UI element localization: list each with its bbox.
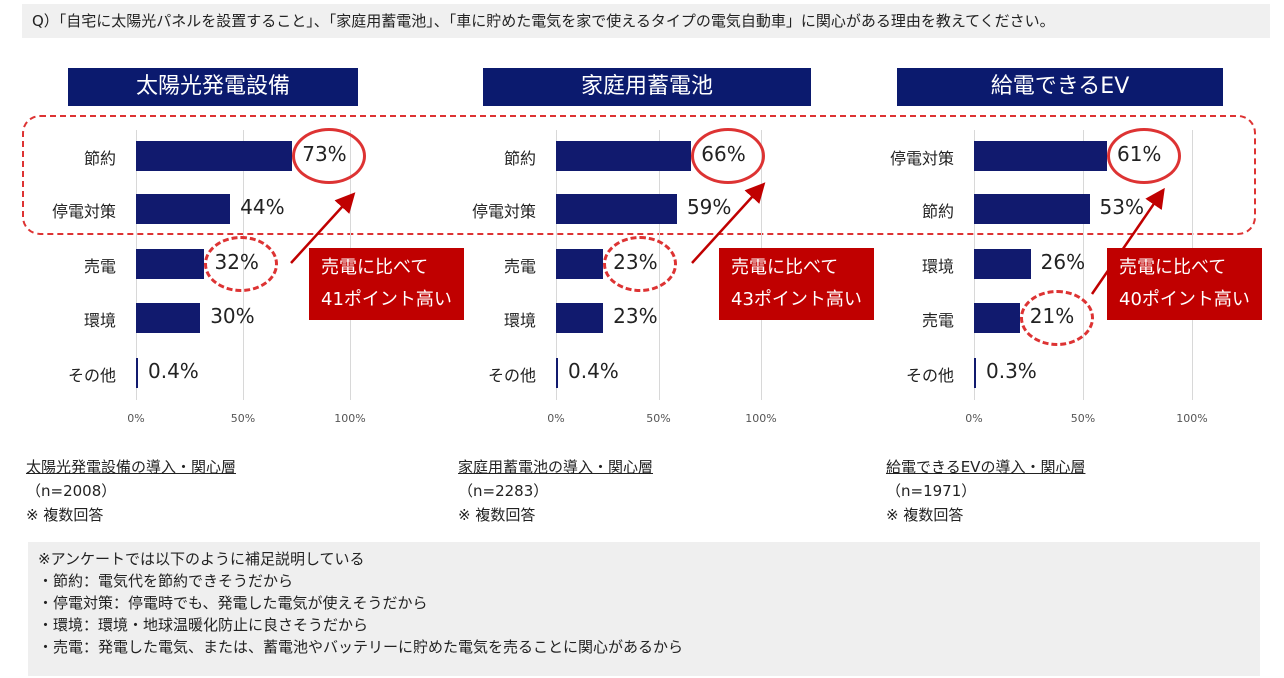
sample-note-2: 給電できるEVの導入・関心層 （n=1971） ※ 複数回答 — [886, 455, 1085, 527]
category-label: 停電対策 — [471, 202, 536, 221]
sell-value-circle — [603, 236, 678, 292]
callout-line: 売電に比べて — [731, 257, 839, 278]
chart-panel-2: 給電できるEV 0% 50% 100% 停電対策 61% 節約 53% 環境 26% 売電 21% その… — [862, 68, 1262, 468]
callout-arrow — [1090, 187, 1165, 295]
category-label: 節約 — [503, 149, 536, 168]
category-label: 売電 — [83, 257, 116, 276]
bar-0 — [974, 141, 1107, 171]
callout-box: 売電に比べて 40ポイント高い — [1107, 248, 1262, 320]
category-label: 売電 — [921, 311, 954, 330]
category-label: 売電 — [503, 257, 536, 276]
footnote-line-0: ※アンケートでは以下のように補足説明している — [38, 550, 365, 568]
chart-title: 太陽光発電設備 — [68, 68, 358, 106]
sample-note-1: 家庭用蓄電池の導入・関心層 （n=2283） ※ 複数回答 — [458, 455, 653, 527]
bar-1 — [136, 194, 231, 224]
category-label: その他 — [487, 366, 536, 385]
top-value-circle — [691, 128, 766, 184]
footnote-line-2: ・停電対策：停電時でも、発電した電気が使えそうだから — [38, 594, 428, 612]
value-label: 0.3% — [986, 359, 1037, 383]
x-tick-label: 100% — [334, 412, 366, 425]
callout-line: 売電に比べて — [1119, 257, 1227, 278]
bar-3 — [136, 303, 201, 333]
bar-0 — [556, 141, 692, 171]
respondent-layer: 家庭用蓄電池の導入・関心層 — [458, 458, 654, 476]
top-value-circle — [1106, 128, 1181, 184]
callout-line: 売電に比べて — [321, 257, 429, 278]
multiple-answer-note: ※ 複数回答 — [26, 506, 104, 524]
category-label: 節約 — [921, 202, 954, 221]
bar-0 — [136, 141, 293, 171]
respondent-layer: 給電できるEVの導入・関心層 — [886, 458, 1086, 476]
value-label: 44% — [240, 195, 285, 219]
value-label: 26% — [1040, 250, 1086, 274]
sample-size: （n=1971） — [886, 482, 977, 500]
bar-2 — [556, 249, 604, 279]
sell-value-circle — [1019, 290, 1094, 346]
x-tick-label: 0% — [965, 412, 983, 425]
bar-1 — [556, 194, 677, 224]
sample-size: （n=2283） — [458, 482, 549, 500]
value-label: 23% — [613, 304, 658, 328]
callout-arrow — [691, 182, 766, 264]
footnote-line-3: ・環境：環境・地球温暖化防止に良さそうだから — [38, 616, 369, 634]
multiple-answer-note: ※ 複数回答 — [886, 506, 964, 524]
respondent-layer: 太陽光発電設備の導入・関心層 — [26, 458, 237, 476]
value-label: 0.4% — [568, 359, 619, 383]
category-label: 環境 — [503, 311, 536, 330]
category-label: 節約 — [83, 149, 116, 168]
callout-line: 40ポイント高い — [1119, 289, 1250, 310]
chart-panel-0: 太陽光発電設備 0% 50% 100% 節約 73% 停電対策 44% 売電 32% 環境 30% その… — [22, 68, 464, 468]
callout-line: 41ポイント高い — [321, 289, 452, 310]
callout-box: 売電に比べて 43ポイント高い — [719, 248, 874, 320]
category-label: 環境 — [83, 311, 116, 330]
bar-4 — [974, 358, 976, 388]
top-value-circle — [292, 128, 367, 184]
chart-title: 家庭用蓄電池 — [483, 68, 811, 106]
chart-panel-1: 家庭用蓄電池 0% 50% 100% 節約 66% 停電対策 59% 売電 23% 環境 23% その他… — [442, 68, 874, 468]
x-tick-label: 50% — [646, 412, 671, 425]
x-tick-label: 100% — [745, 412, 777, 425]
multiple-answer-note: ※ 複数回答 — [458, 506, 536, 524]
question-text: Q）「自宅に太陽光パネルを設置すること」、「家庭用蓄電池」、「車に貯めた電気を家… — [22, 4, 1270, 38]
category-label: 停電対策 — [51, 202, 116, 221]
bar-3 — [974, 303, 1020, 333]
x-tick-label: 0% — [547, 412, 565, 425]
x-tick-label: 50% — [1070, 412, 1096, 425]
callout-arrow — [290, 192, 356, 264]
footnote-box: ※アンケートでは以下のように補足説明している ・節約：電気代を節約できそうだから… — [28, 542, 1260, 676]
value-label: 59% — [686, 195, 732, 219]
bar-3 — [556, 303, 604, 333]
category-label: その他 — [67, 366, 116, 385]
sample-note-0: 太陽光発電設備の導入・関心層 （n=2008） ※ 複数回答 — [26, 455, 236, 527]
footnote-line-1: ・節約：電気代を節約できそうだから — [38, 572, 294, 590]
callout-line: 43ポイント高い — [731, 289, 862, 310]
highlight-dashed-box — [22, 115, 1256, 235]
x-tick-label: 50% — [230, 412, 256, 425]
chart-title: 給電できるEV — [897, 68, 1223, 106]
gridline — [1083, 130, 1084, 400]
value-label: 0.4% — [148, 359, 199, 383]
x-tick-label: 100% — [1176, 412, 1208, 425]
category-label: 停電対策 — [889, 149, 954, 168]
sell-value-circle — [204, 236, 279, 292]
callout-box: 売電に比べて 41ポイント高い — [309, 248, 464, 320]
x-tick-label: 0% — [127, 412, 145, 425]
category-label: 環境 — [921, 257, 954, 276]
category-label: その他 — [905, 366, 954, 385]
bar-1 — [974, 194, 1090, 224]
value-label: 53% — [1099, 195, 1144, 219]
bar-2 — [136, 249, 205, 279]
bar-2 — [974, 249, 1031, 279]
value-label: 30% — [210, 304, 255, 328]
bar-4 — [556, 358, 558, 388]
sample-size: （n=2008） — [26, 482, 117, 500]
bar-4 — [136, 358, 138, 388]
footnote-line-4: ・売電：発電した電気、または、蓄電池やバッテリーに貯めた電気を売ることに関心があ… — [38, 638, 684, 656]
